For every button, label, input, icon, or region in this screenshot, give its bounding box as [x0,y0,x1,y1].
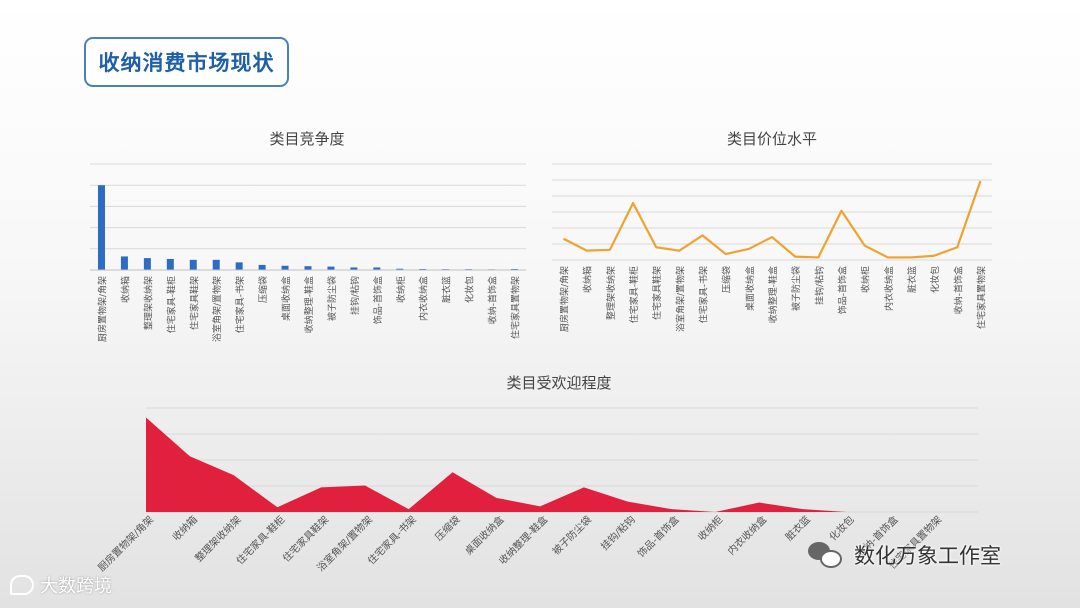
bar [511,268,519,270]
bar [120,256,128,270]
x-tick-label: 被子防尘袋 [326,276,338,321]
watermark-text: 数化万象工作室 [854,544,1001,568]
bar [235,262,243,270]
footer-logo: 大数跨境 [10,572,112,598]
x-tick-label: 脏衣篮 [441,276,453,303]
x-tick-label: 厨房置物架/角架 [96,276,108,342]
x-tick-label: 住宅家具-鞋柜 [165,276,177,333]
chart-title-competition: 类目竞争度 [269,130,345,148]
x-tick-label: 压缩袋 [257,276,269,303]
bar [143,258,151,270]
bar [327,266,335,270]
x-tick-label: 饰品-首饰盒 [372,276,384,324]
brand-logo-icon [10,575,34,595]
bar [97,185,105,270]
x-tick-label: 挂钩/粘钩 [349,276,361,315]
bar [212,259,220,270]
bar [350,267,358,270]
x-tick-label: 住宅家具鞋架 [188,276,200,330]
bar [281,265,289,270]
chart-title-price: 类目价位水平 [726,130,817,148]
bar [304,266,312,270]
x-tick-label: 浴室角架/置物架 [211,276,223,342]
x-tick-label: 收纳柜 [395,276,407,303]
bar [396,268,404,270]
bar [166,258,174,270]
page-title-box: 收纳消费市场现状 [84,37,289,87]
bar [189,259,197,270]
footer-logo-text: 大数跨境 [40,576,112,597]
x-tick-label: 整理架收纳架 [142,276,154,330]
watermark: 数化万象工作室 [808,540,1001,570]
bar [258,264,266,270]
x-tick-label: 收纳整理-鞋盒 [303,276,315,333]
chart-title-popularity: 类目受欢迎程度 [506,374,612,392]
bar [373,267,381,270]
page-title: 收纳消费市场现状 [98,51,275,75]
x-tick-label: 桌面收纳盒 [280,276,292,321]
x-tick-label: 住宅家具-书架 [234,276,246,333]
x-tick-label: 化妆包 [464,276,476,303]
x-tick-label: 住宅家具置物架 [510,276,522,339]
x-tick-label: 内衣收纳盒 [418,276,430,321]
wechat-icon [808,540,844,570]
x-tick-label: 收纳箱 [119,276,131,303]
bar [419,268,427,270]
x-tick-label: 收纳-首饰盒 [487,276,499,324]
